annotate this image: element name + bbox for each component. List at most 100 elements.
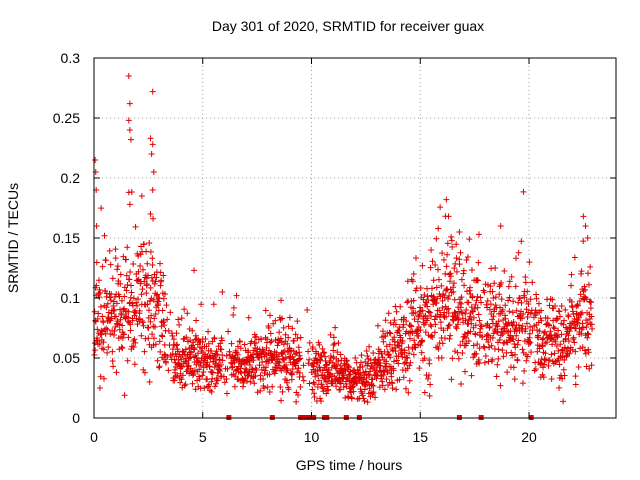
data-point	[224, 365, 231, 372]
data-point	[545, 362, 552, 369]
data-point	[328, 355, 335, 362]
data-point	[157, 348, 164, 355]
data-point	[407, 335, 414, 342]
data-point	[282, 354, 289, 361]
data-point	[508, 349, 515, 356]
data-point	[455, 316, 462, 323]
data-point	[458, 276, 465, 283]
data-point	[136, 307, 143, 314]
data-point	[369, 390, 376, 397]
data-point	[159, 307, 166, 314]
data-point	[515, 337, 522, 344]
data-point	[576, 297, 583, 304]
data-point	[405, 389, 412, 396]
data-point	[154, 291, 161, 298]
data-point	[114, 263, 121, 270]
data-point	[443, 196, 450, 203]
data-point	[495, 318, 502, 325]
data-point	[218, 346, 225, 353]
data-point	[212, 383, 219, 390]
data-point	[585, 349, 592, 356]
data-point	[119, 322, 126, 329]
data-point	[476, 360, 483, 367]
data-point	[506, 308, 513, 315]
data-point	[335, 339, 342, 346]
data-point	[93, 259, 100, 266]
data-point	[223, 390, 230, 397]
data-point	[141, 369, 148, 376]
data-point	[460, 267, 467, 274]
data-point	[214, 377, 221, 384]
data-point	[459, 310, 466, 317]
data-point	[586, 298, 593, 305]
data-point	[412, 254, 419, 261]
data-point	[462, 368, 469, 375]
data-point	[475, 259, 482, 266]
data-point	[109, 348, 116, 355]
data-point	[486, 306, 493, 313]
data-point	[165, 367, 172, 374]
data-point	[365, 371, 372, 378]
data-point	[216, 356, 223, 363]
data-point	[309, 386, 316, 393]
data-point	[277, 316, 284, 323]
data-point	[432, 261, 439, 268]
data-point	[559, 349, 566, 356]
data-point	[299, 373, 306, 380]
data-point	[465, 299, 472, 306]
data-point	[92, 347, 99, 354]
data-point	[361, 397, 368, 404]
data-point	[132, 223, 139, 230]
data-point	[430, 301, 437, 308]
x-tick-label: 15	[412, 429, 428, 445]
data-point	[437, 311, 444, 318]
x-tick-label: 10	[304, 429, 320, 445]
data-point	[506, 294, 513, 301]
data-point	[416, 365, 423, 372]
data-point	[267, 312, 274, 319]
data-point	[310, 360, 317, 367]
data-point	[468, 320, 475, 327]
data-point	[318, 381, 325, 388]
data-point	[165, 327, 172, 334]
data-point	[195, 350, 202, 357]
data-point	[103, 304, 110, 311]
data-point	[94, 315, 101, 322]
data-point	[223, 352, 230, 359]
data-point	[400, 321, 407, 328]
data-point	[446, 335, 453, 342]
data-point	[496, 291, 503, 298]
data-point	[557, 341, 564, 348]
data-point	[147, 211, 154, 217]
data-point	[549, 341, 556, 348]
data-point	[570, 334, 577, 341]
data-point	[389, 385, 396, 392]
data-point	[97, 373, 104, 380]
data-point	[304, 307, 311, 313]
data-point	[175, 316, 182, 323]
data-point	[546, 357, 553, 364]
data-point	[466, 236, 473, 243]
data-point	[579, 344, 586, 351]
data-point	[587, 305, 594, 312]
data-point	[132, 339, 139, 346]
data-point	[402, 385, 409, 392]
data-point	[110, 307, 117, 314]
data-point	[144, 260, 151, 267]
data-point	[470, 314, 477, 321]
data-point	[508, 273, 515, 280]
data-point	[253, 333, 260, 340]
data-point	[522, 274, 529, 281]
data-point	[248, 365, 255, 372]
data-point	[453, 241, 460, 248]
data-point	[410, 297, 417, 304]
data-point	[559, 375, 566, 382]
data-point	[170, 336, 177, 343]
data-point	[419, 262, 426, 269]
data-point	[162, 359, 169, 366]
data-point	[242, 365, 249, 372]
data-point	[584, 330, 591, 337]
data-point	[525, 309, 532, 316]
data-point	[265, 324, 272, 331]
data-point	[427, 333, 434, 340]
